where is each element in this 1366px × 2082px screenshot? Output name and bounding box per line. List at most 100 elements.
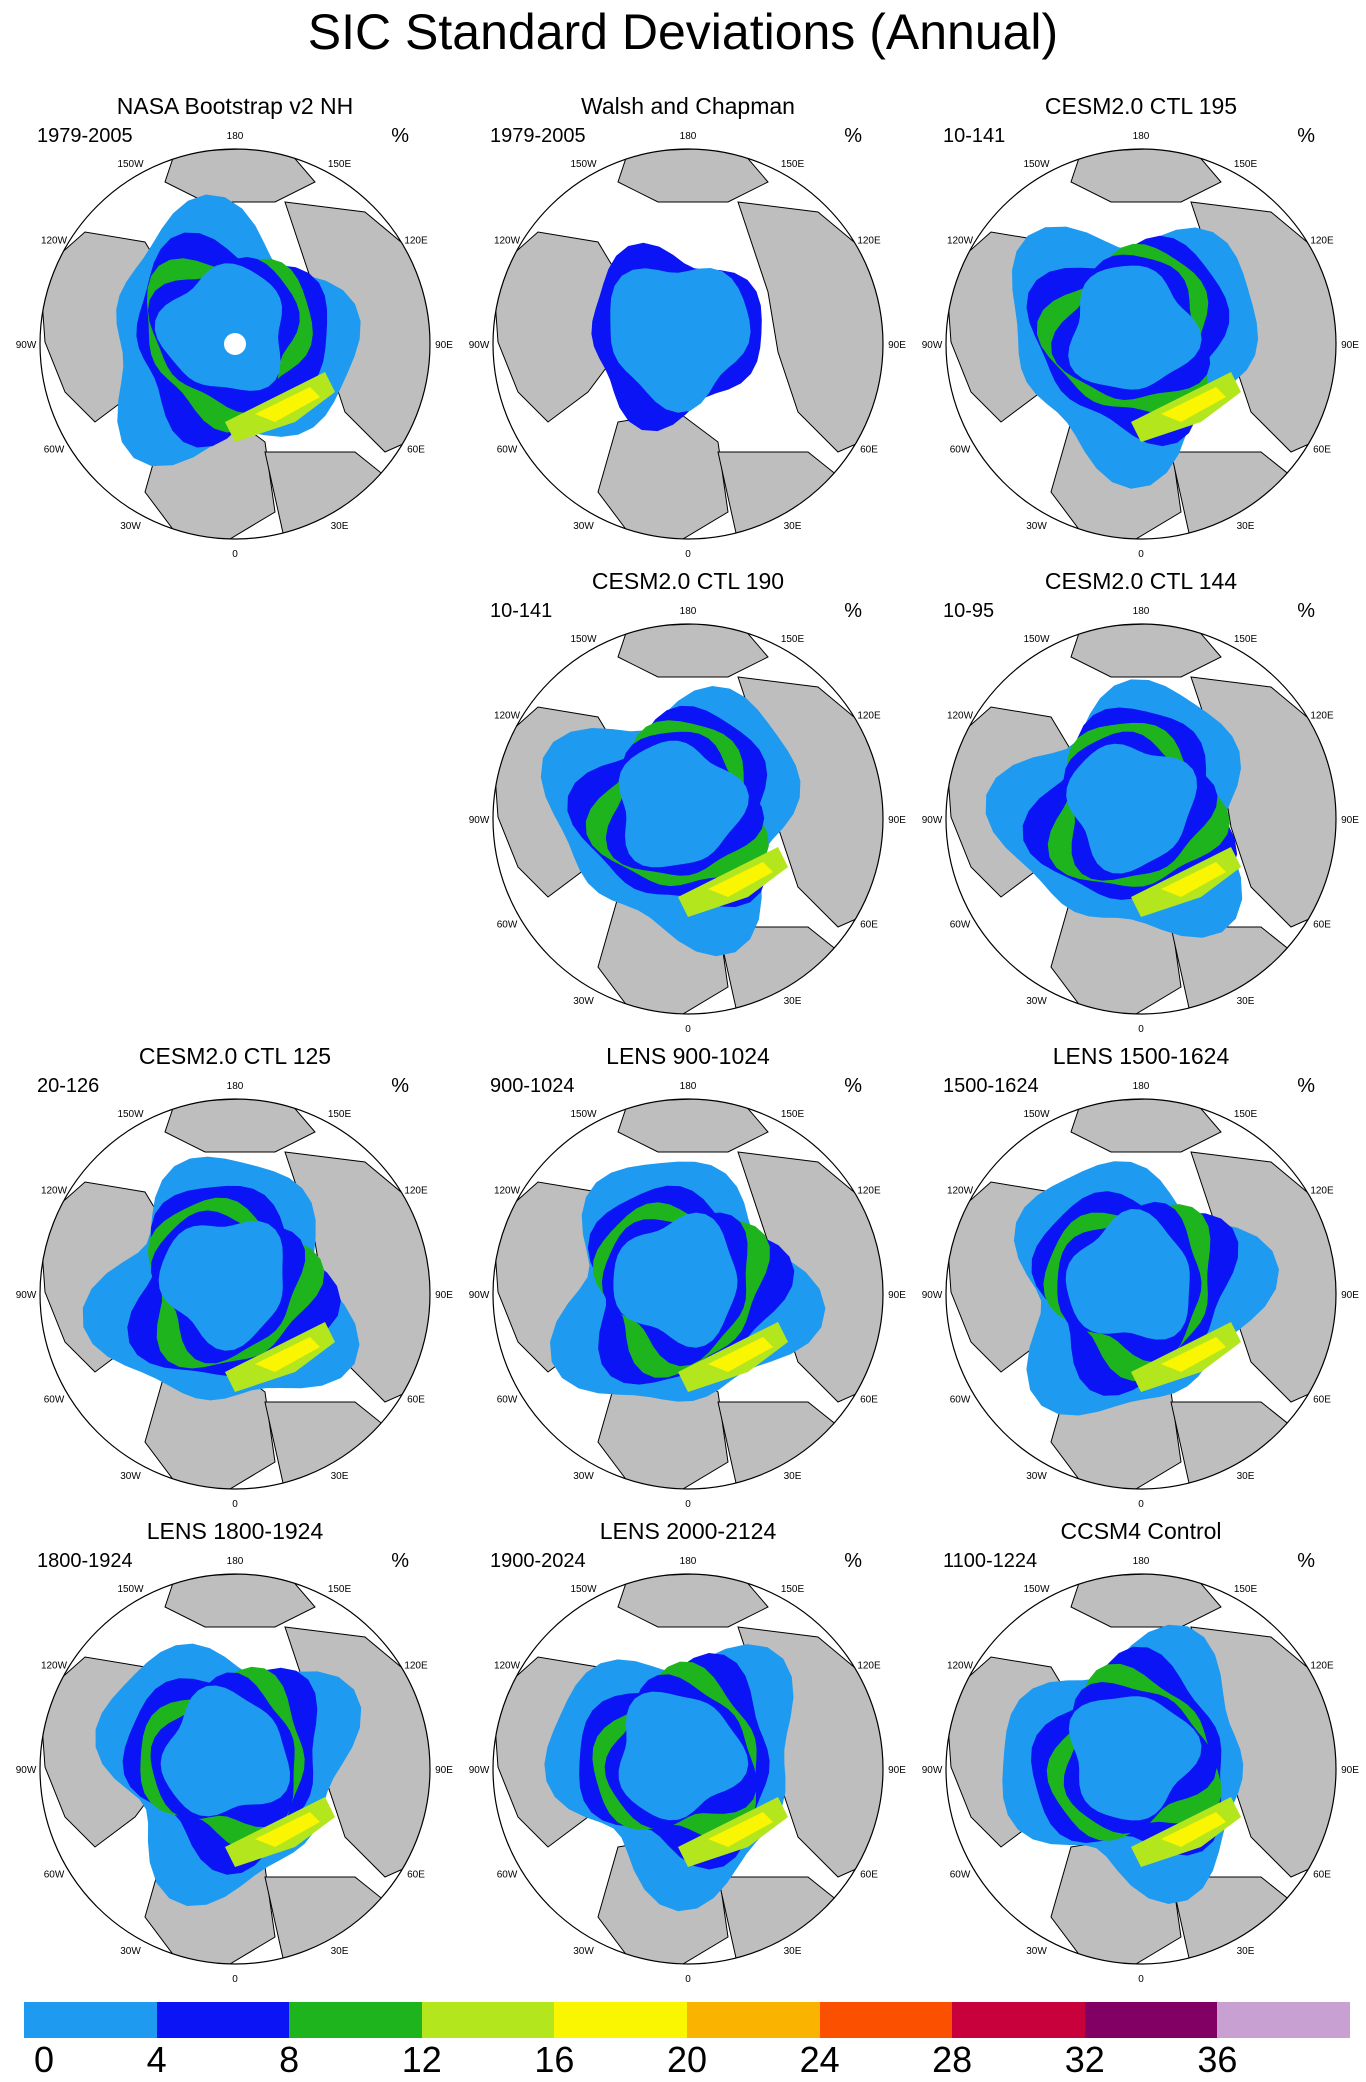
panel-title: NASA Bootstrap v2 NH [116, 93, 354, 119]
longitude-label: 180 [680, 1081, 697, 1092]
longitude-label: 150W [117, 1109, 144, 1120]
longitude-label: 30W [120, 1471, 141, 1482]
colorbar-tick-label: 24 [799, 2039, 840, 2080]
longitude-label: 0 [685, 1974, 691, 1985]
longitude-label: 150E [781, 159, 805, 170]
colorbar-cell [687, 2002, 821, 2038]
map-panel: 180 150E 120E 90E 60E 30E 0 30W 60W 90W 120W 150W CE… [922, 567, 1360, 1035]
sic-contour-16-20 [708, 1337, 773, 1372]
longitude-label: 30E [784, 996, 802, 1007]
pole-hole [224, 333, 246, 355]
colorbar-tick-label: 16 [534, 2039, 575, 2080]
longitude-label: 120W [41, 1186, 68, 1197]
longitude-label: 0 [232, 549, 238, 560]
longitude-label: 150E [1234, 1109, 1258, 1120]
sic-central-arctic [1068, 265, 1202, 390]
polar-map: 180 150E 120E 90E 60E 30E 0 30W 60W 90W 120W 150W [16, 1556, 454, 1985]
longitude-label: 30E [784, 1471, 802, 1482]
colorbar-tick-label: 8 [279, 2039, 300, 2080]
map-boundary [492, 623, 884, 1015]
panel-unit: % [391, 125, 409, 147]
longitude-label: 180 [1133, 131, 1150, 142]
longitude-label: 30W [573, 521, 594, 532]
panel-title: CCSM4 Control [1060, 1518, 1222, 1544]
longitude-label: 150E [328, 159, 352, 170]
longitude-label: 90W [16, 1765, 37, 1776]
panel-unit: % [844, 600, 862, 622]
longitude-label: 60W [950, 445, 971, 456]
longitude-label: 150W [117, 1584, 144, 1595]
longitude-label: 90W [469, 340, 490, 351]
polar-map: 180 150E 120E 90E 60E 30E 0 30W 60W 90W 120W 150W [469, 131, 907, 560]
longitude-label: 0 [685, 549, 691, 560]
land-mass [164, 1574, 316, 1628]
colorbar-cell [289, 2002, 423, 2038]
longitude-label: 0 [685, 1024, 691, 1035]
longitude-label: 90E [1341, 815, 1359, 826]
longitude-label: 150W [570, 1584, 597, 1595]
land-mass [164, 149, 316, 203]
map-panel: 180 150E 120E 90E 60E 30E 0 30W 60W 90W 120W 150W LE… [922, 1042, 1360, 1510]
longitude-label: 90E [888, 815, 906, 826]
longitude-label: 30W [573, 1946, 594, 1957]
polar-map: 180 150E 120E 90E 60E 30E 0 30W 60W 90W 120W 150W [922, 131, 1360, 560]
longitude-label: 150W [1023, 634, 1050, 645]
panel-title: CESM2.0 CTL 125 [138, 1043, 332, 1069]
longitude-label: 30E [331, 1471, 349, 1482]
longitude-label: 150E [1234, 1584, 1258, 1595]
map-panel: 180 150E 120E 90E 60E 30E 0 30W 60W 90W 120W 150W NA… [16, 92, 454, 560]
polar-map: 180 150E 120E 90E 60E 30E 0 30W 60W 90W 120W 150W [922, 1081, 1360, 1510]
land-mass [1070, 1099, 1222, 1153]
sic-contour-16-20 [1161, 1337, 1226, 1372]
map-boundary [492, 148, 884, 540]
longitude-label: 120E [1310, 1661, 1334, 1672]
longitude-label: 60W [950, 1395, 971, 1406]
colorbar-tick-label: 28 [932, 2039, 973, 2080]
longitude-label: 60W [44, 1395, 65, 1406]
map-boundary [39, 148, 431, 540]
map-panel: 180 150E 120E 90E 60E 30E 0 30W 60W 90W 120W 150W LE… [469, 1517, 907, 1985]
colorbar-cell [952, 2002, 1086, 2038]
longitude-label: 30W [573, 996, 594, 1007]
longitude-label: 90E [888, 1765, 906, 1776]
longitude-label: 60E [1313, 1870, 1331, 1881]
longitude-label: 90E [888, 1290, 906, 1301]
polar-map: 180 150E 120E 90E 60E 30E 0 30W 60W 90W 120W 150W [469, 606, 907, 1035]
longitude-label: 60E [1313, 1395, 1331, 1406]
polar-map: 180 150E 120E 90E 60E 30E 0 30W 60W 90W 120W 150W [469, 1556, 907, 1985]
longitude-label: 120E [404, 1186, 428, 1197]
map-boundary [39, 1573, 431, 1965]
longitude-label: 90E [1341, 1290, 1359, 1301]
longitude-label: 30E [784, 1946, 802, 1957]
longitude-label: 30W [120, 521, 141, 532]
longitude-label: 60W [44, 1870, 65, 1881]
map-boundary [492, 1573, 884, 1965]
map-boundary [945, 1573, 1337, 1965]
panel-unit: % [391, 1550, 409, 1572]
figure-title: SIC Standard Deviations (Annual) [307, 4, 1059, 60]
sic-contour-16-20 [255, 1812, 320, 1847]
longitude-label: 0 [232, 1974, 238, 1985]
map-panel: 180 150E 120E 90E 60E 30E 0 30W 60W 90W 120W 150W LE… [16, 1517, 454, 1985]
sic-contour-16-20 [255, 1337, 320, 1372]
longitude-label: 120E [857, 236, 881, 247]
longitude-label: 180 [680, 131, 697, 142]
map-boundary [945, 1098, 1337, 1490]
panel-period: 1800-1924 [37, 1550, 133, 1572]
longitude-label: 30E [1237, 1946, 1255, 1957]
longitude-label: 180 [680, 1556, 697, 1567]
panel-unit: % [844, 125, 862, 147]
longitude-label: 120E [404, 236, 428, 247]
map-panel: 180 150E 120E 90E 60E 30E 0 30W 60W 90W 120W 150W Wa… [469, 92, 907, 560]
panel-unit: % [1297, 1550, 1315, 1572]
longitude-label: 150E [328, 1584, 352, 1595]
polar-map: 180 150E 120E 90E 60E 30E 0 30W 60W 90W 120W 150W [922, 1556, 1360, 1985]
panel-title: LENS 900-1024 [606, 1043, 770, 1069]
longitude-label: 150W [570, 1109, 597, 1120]
longitude-label: 150W [1023, 1584, 1050, 1595]
sic-central-arctic [1066, 743, 1197, 874]
longitude-label: 90E [435, 340, 453, 351]
longitude-label: 120E [1310, 711, 1334, 722]
colorbar-cell [819, 2002, 953, 2038]
longitude-label: 60W [44, 445, 65, 456]
